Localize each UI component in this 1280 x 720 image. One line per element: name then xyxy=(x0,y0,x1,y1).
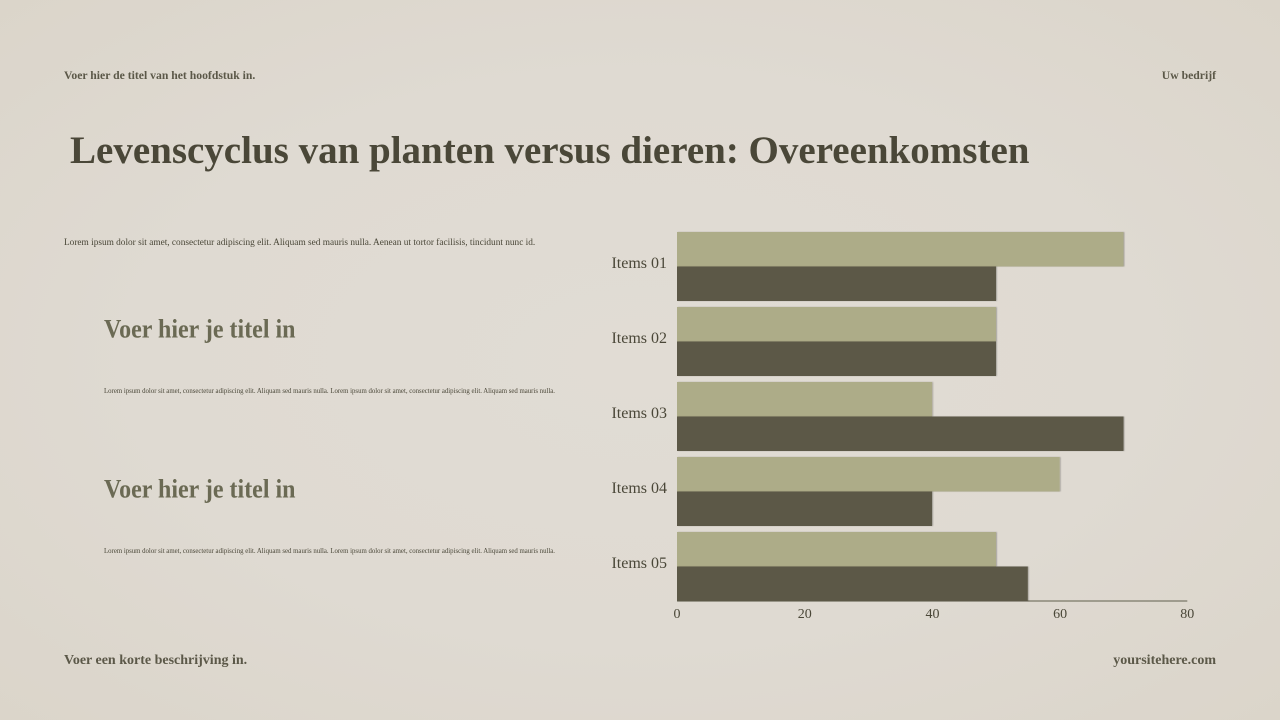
svg-text:Items 05: Items 05 xyxy=(611,555,667,572)
svg-text:40: 40 xyxy=(926,607,940,622)
svg-text:Items 02: Items 02 xyxy=(611,330,667,347)
svg-text:20: 20 xyxy=(798,607,812,622)
svg-text:Items 01: Items 01 xyxy=(611,255,667,272)
svg-text:0: 0 xyxy=(674,607,681,622)
svg-text:Items 04: Items 04 xyxy=(611,480,667,497)
svg-text:60: 60 xyxy=(1053,607,1067,622)
svg-text:Items 03: Items 03 xyxy=(611,405,667,422)
svg-text:80: 80 xyxy=(1180,607,1194,622)
